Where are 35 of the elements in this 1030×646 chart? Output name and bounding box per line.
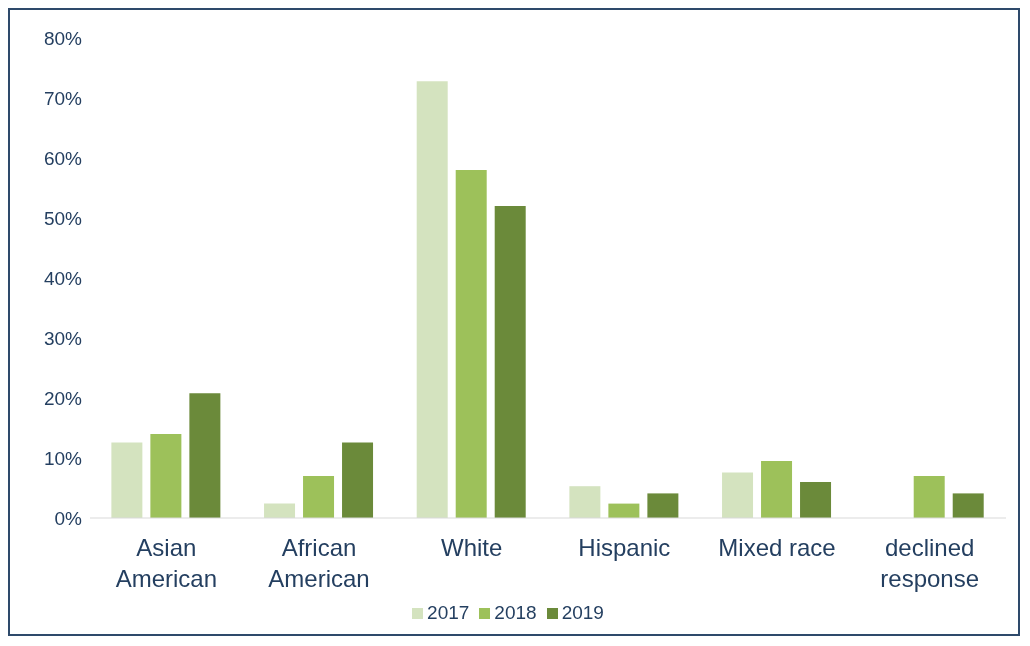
bar <box>264 503 296 518</box>
bar <box>111 442 143 518</box>
y-tick-label: 40% <box>43 267 83 289</box>
y-tick-label: 50% <box>43 207 83 229</box>
y-tick-label: 60% <box>43 147 83 169</box>
y-tick-label: 0% <box>54 507 83 529</box>
bar <box>722 472 754 518</box>
bar <box>952 493 984 518</box>
x-tick-label: Mixed race <box>718 534 836 561</box>
bar <box>569 486 601 518</box>
x-tick-label: Hispanic <box>578 534 671 561</box>
legend-label: 2018 <box>494 602 537 623</box>
y-tick-label: 80% <box>43 27 83 49</box>
bar <box>913 476 945 518</box>
y-tick-label: 30% <box>43 327 83 349</box>
x-tick-label: Asian American <box>115 534 218 592</box>
bar <box>189 393 221 518</box>
y-tick-label: 70% <box>43 87 83 109</box>
y-tick-label: 10% <box>43 447 83 469</box>
bar <box>150 434 182 518</box>
bar <box>761 461 793 518</box>
bar <box>416 81 448 518</box>
x-tick-label: White <box>440 534 503 561</box>
bar <box>647 493 679 518</box>
bar <box>455 170 487 518</box>
legend-label: 2017 <box>427 602 470 623</box>
bar <box>608 503 640 518</box>
y-tick-label: 20% <box>43 387 83 409</box>
bar <box>303 476 335 518</box>
bar <box>342 442 374 518</box>
x-tick-label: African American <box>268 534 370 592</box>
bar <box>494 206 526 518</box>
x-tick-label: declined response <box>880 534 980 592</box>
bar <box>800 482 832 518</box>
legend-label: 2019 <box>561 602 604 623</box>
